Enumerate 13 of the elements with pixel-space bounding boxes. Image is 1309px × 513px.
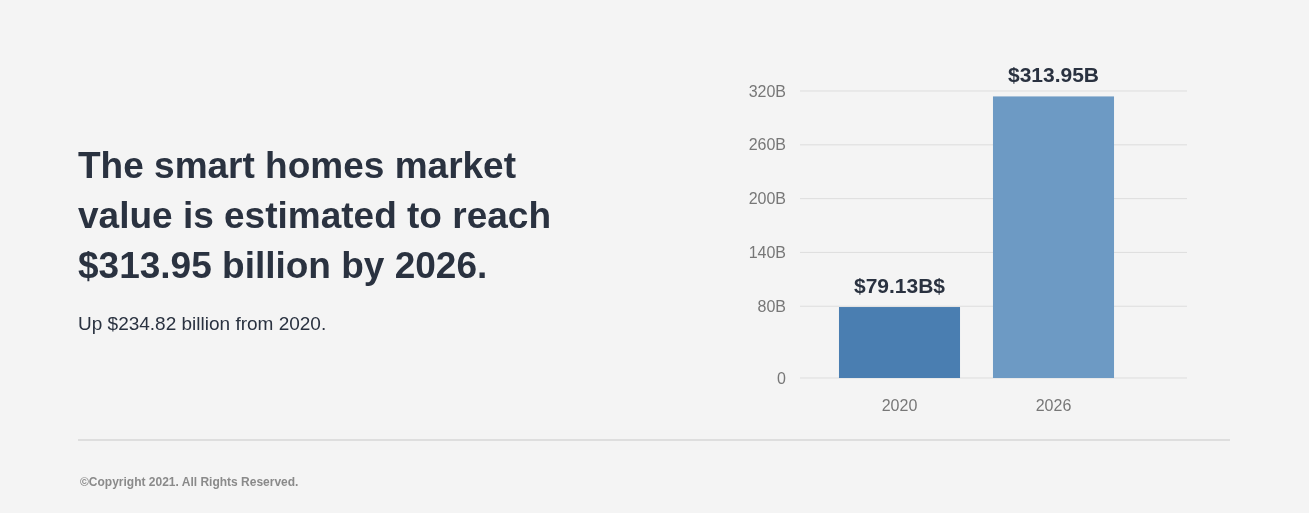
text: Up $234.82 billion from 2020. [78, 313, 327, 335]
y-tick-label: 320B [748, 82, 786, 100]
y-tick-label: 260B [748, 136, 786, 154]
y-tick-label: 0 [777, 369, 787, 387]
y-tick-label: 80B [757, 297, 786, 315]
y-tick-label: 140B [748, 244, 786, 262]
x-tick-label: 2026 [1035, 397, 1072, 415]
text: The smart homes market value is estimated to reach $313.95 billion by 2026. [78, 144, 552, 288]
y-tick-label: 200B [748, 190, 786, 208]
text: ©Copyright 2021. All Rights Reserved. [80, 475, 299, 489]
data-label: $79.13B$ [853, 274, 946, 298]
data-label: $313.95B [1007, 63, 1100, 87]
x-tick-label: 2020 [881, 397, 918, 415]
